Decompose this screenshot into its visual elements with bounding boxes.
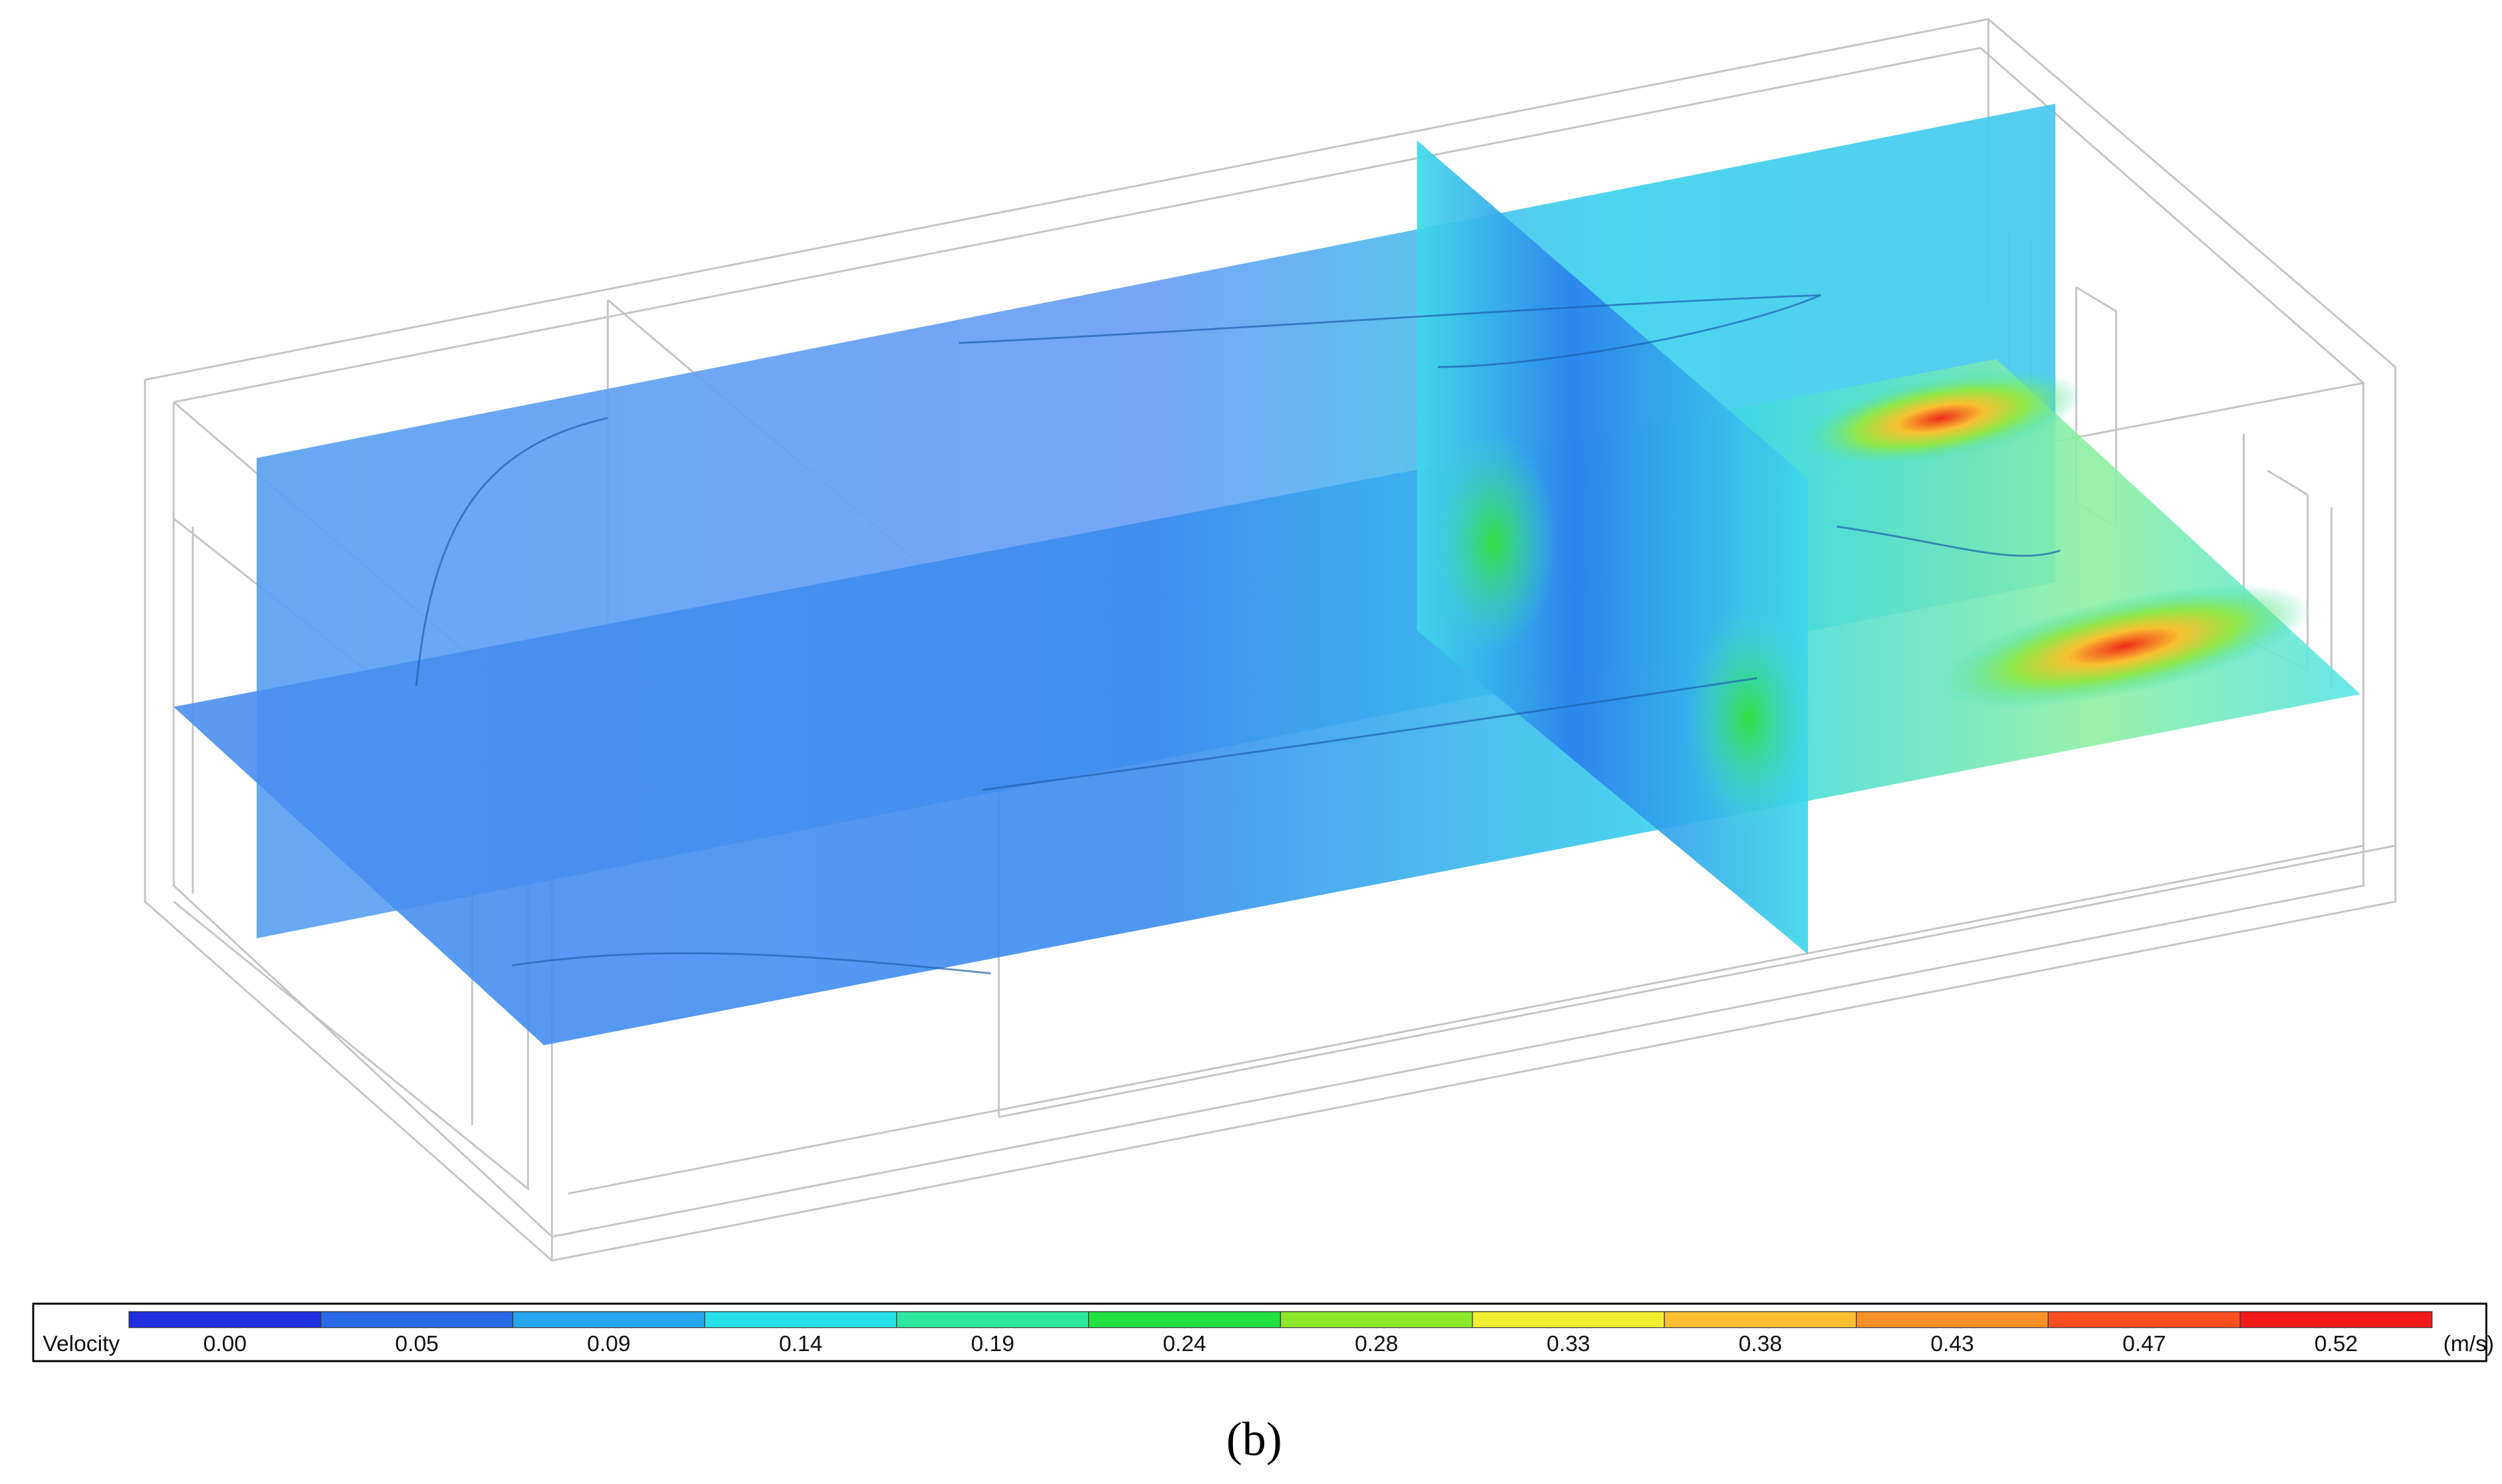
horizontal-section [173,359,2360,1045]
legend-swatch [1280,1311,1473,1328]
legend-tick-label: 0.52 [2315,1332,2358,1356]
legend-tick-label: 0.47 [2122,1332,2166,1356]
cross-spot-upper [1429,431,1558,655]
legend-tick-label: 0.14 [779,1332,822,1356]
legend-swatch [1088,1311,1282,1328]
legend-tick-label: 0.00 [203,1332,247,1356]
contour-lines [415,294,2061,975]
legend-swatch [128,1311,322,1328]
legend-swatch [1664,1311,1857,1328]
legend-swatch [2047,1311,2241,1328]
legend-tick-label: 0.43 [1930,1332,1974,1356]
legend-swatch [704,1311,897,1328]
legend-tick-label: 0.09 [587,1332,630,1356]
legend-swatch [896,1311,1089,1328]
legend-tick-label: 0.38 [1739,1332,1782,1356]
legend-swatch [512,1311,705,1328]
cross-spot-lower [1685,606,1813,830]
legend-unit: (m/s) [2444,1332,2495,1356]
jet-upper [1799,370,2083,467]
legend-tick-label: 0.24 [1163,1332,1206,1356]
jet-lower [1936,584,2312,708]
legend-tick-label: 0.33 [1547,1332,1590,1356]
legend-tick-label: 0.19 [971,1332,1014,1356]
legend-swatch [1472,1311,1665,1328]
caption: (b) [1226,1413,1282,1466]
legend-swatch [1856,1311,2049,1328]
legend-tick-label: 0.05 [395,1332,438,1356]
legend-tick-label: 0.28 [1355,1332,1398,1356]
legend-title: Velocity [43,1332,120,1356]
legend-swatch [320,1311,514,1328]
legend-swatch [2239,1311,2433,1328]
